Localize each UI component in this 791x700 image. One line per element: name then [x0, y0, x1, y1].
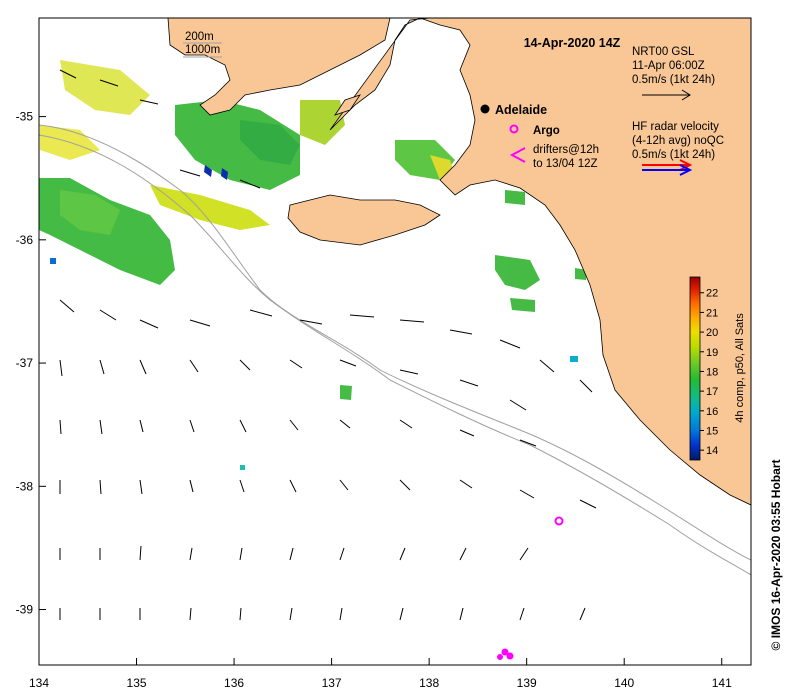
y-axis: -35 -36 -37 -38 -39 [16, 110, 46, 617]
colorbar-tick-label: 16 [706, 406, 718, 418]
contour-legend-200m: 200m [185, 31, 214, 43]
y-tick-label: -39 [16, 603, 34, 617]
contour-legend-1000m: 1000m [185, 44, 220, 56]
argo-legend-icon [509, 124, 519, 134]
x-tick-label: 138 [419, 676, 439, 690]
nrt-legend-arrow [642, 89, 691, 101]
colorbar-tick-label: 18 [706, 366, 718, 378]
hf-legend-2: (4-12h avg) noQC [632, 135, 724, 147]
drifter-label-1: drifters@12h [533, 144, 599, 156]
mainland-sa-vic [329, 18, 751, 506]
y-tick-label: -36 [16, 233, 34, 247]
argo-label: Argo [533, 125, 560, 137]
colorbar-gradient [689, 276, 701, 461]
y-tick-label: -37 [16, 356, 34, 370]
colorbar-tick-label: 22 [706, 288, 718, 300]
colorbar-tick-label: 17 [706, 386, 718, 398]
adelaide-marker [480, 104, 490, 114]
colorbar: 14 15 16 17 18 19 20 21 22 4h comp, p50, All Sat… [689, 276, 746, 461]
x-tick-label: 137 [322, 676, 342, 690]
land [167, 18, 751, 506]
colorbar-label: 4h comp, p50, All Sats [734, 313, 746, 423]
colorbar-tick-label: 19 [706, 347, 718, 359]
colorbar-tick-label: 15 [706, 425, 718, 437]
x-tick-label: 134 [29, 676, 49, 690]
argo-markers [497, 516, 564, 660]
plot-frame [38, 17, 752, 666]
x-tick-label: 140 [614, 676, 634, 690]
drifter-legend-icon [509, 147, 526, 163]
x-tick-label: 136 [224, 676, 244, 690]
colorbar-tick-label: 21 [706, 307, 718, 319]
y-tick-label: -38 [16, 479, 34, 493]
nrt-legend-3: 0.5m/s (1kt 24h) [632, 74, 715, 86]
colorbar-tick-label: 14 [706, 445, 718, 457]
x-tick-label: 141 [712, 676, 732, 690]
adelaide-label: Adelaide [495, 103, 547, 117]
nrt-legend-1: NRT00 GSL [632, 46, 695, 58]
x-axis: 134 135 136 137 138 139 140 141 [29, 658, 732, 690]
credit-label: © IMOS 16-Apr-2020 03:55 Hobart [769, 460, 783, 651]
x-tick-label: 135 [127, 676, 147, 690]
nrt-legend-2: 11-Apr 06:00Z [632, 60, 705, 72]
eyre-peninsula [167, 18, 391, 116]
velocity-arrows [59, 69, 597, 621]
x-tick-label: 139 [517, 676, 537, 690]
drifter-label-2: to 13/04 12Z [533, 158, 598, 170]
kangaroo-island [287, 194, 441, 246]
bathymetry-contours [39, 124, 751, 576]
hf-legend-arrow-blue [642, 164, 693, 176]
y-tick-label: -35 [16, 110, 34, 124]
yorke-tip [334, 94, 361, 116]
map-title: 14-Apr-2020 14Z [524, 36, 621, 50]
colorbar-tick-label: 20 [706, 327, 718, 339]
hf-legend-1: HF radar velocity [632, 121, 719, 133]
hf-legend-3: 0.5m/s (1kt 24h) [632, 149, 715, 161]
